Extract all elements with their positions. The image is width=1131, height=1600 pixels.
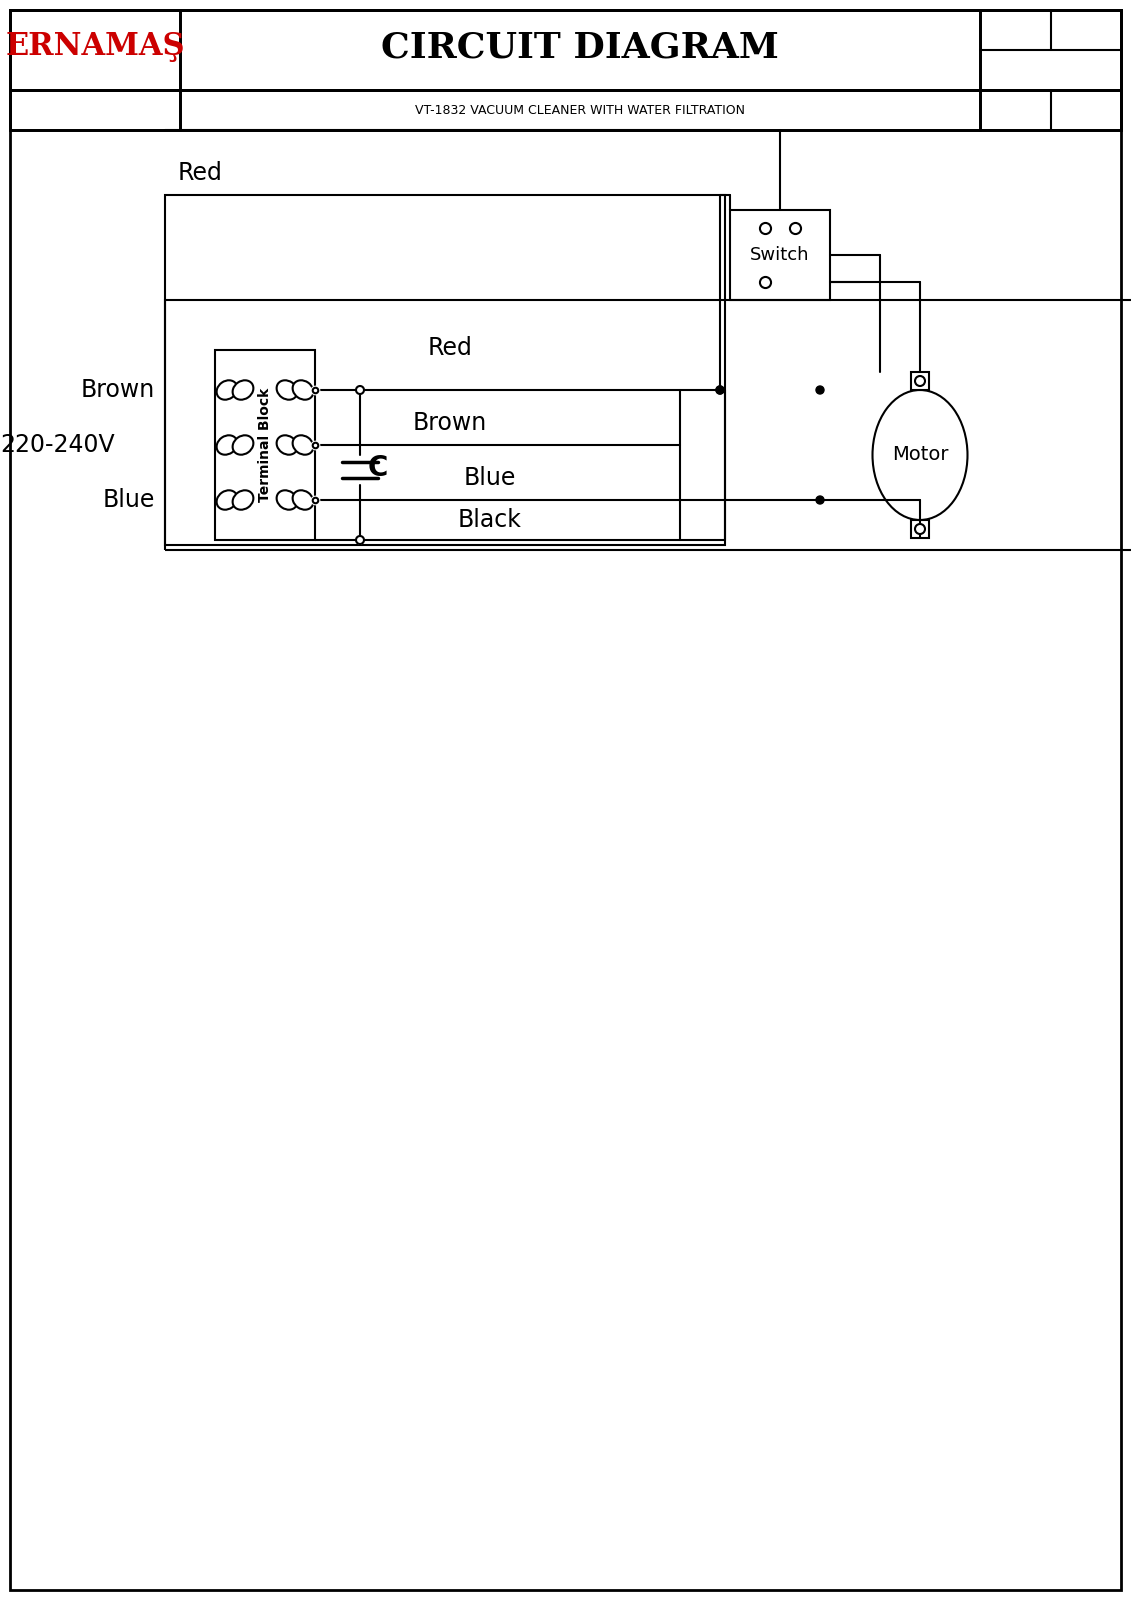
Bar — [910, 520, 929, 538]
Ellipse shape — [233, 435, 253, 454]
Ellipse shape — [277, 435, 297, 454]
Ellipse shape — [233, 381, 253, 400]
Circle shape — [356, 386, 364, 394]
Bar — [165, 301, 1131, 550]
Text: Blue: Blue — [103, 488, 155, 512]
Bar — [180, 10, 979, 90]
Circle shape — [915, 525, 925, 534]
Ellipse shape — [233, 490, 253, 510]
Text: Motor: Motor — [891, 445, 948, 464]
Bar — [10, 90, 180, 130]
Bar — [180, 90, 979, 130]
Text: 220-240V: 220-240V — [0, 434, 115, 458]
Bar — [10, 10, 1121, 90]
Text: Blue: Blue — [464, 466, 516, 490]
Ellipse shape — [217, 381, 238, 400]
Ellipse shape — [217, 490, 238, 510]
Circle shape — [716, 386, 724, 394]
Bar — [979, 90, 1121, 130]
Text: CIRCUIT DIAGRAM: CIRCUIT DIAGRAM — [381, 30, 779, 64]
Circle shape — [356, 536, 364, 544]
Ellipse shape — [872, 390, 967, 520]
Text: VT-1832 VACUUM CLEANER WITH WATER FILTRATION: VT-1832 VACUUM CLEANER WITH WATER FILTRA… — [415, 104, 745, 117]
Text: C: C — [368, 454, 388, 482]
Text: ERNAMAŞ: ERNAMAŞ — [6, 32, 184, 62]
Ellipse shape — [293, 435, 313, 454]
Text: Terminal Block: Terminal Block — [258, 387, 271, 502]
Ellipse shape — [277, 490, 297, 510]
Circle shape — [716, 386, 724, 394]
Text: Red: Red — [178, 162, 223, 186]
Ellipse shape — [277, 381, 297, 400]
Text: Brown: Brown — [80, 378, 155, 402]
Bar — [215, 350, 316, 541]
Bar — [165, 195, 725, 546]
Text: Brown: Brown — [413, 411, 487, 435]
Ellipse shape — [293, 490, 313, 510]
Text: Switch: Switch — [750, 246, 810, 264]
Bar — [10, 10, 180, 90]
Circle shape — [815, 496, 824, 504]
Bar — [910, 371, 929, 390]
Text: Black: Black — [458, 509, 521, 531]
Text: Red: Red — [428, 336, 473, 360]
Circle shape — [915, 376, 925, 386]
Bar — [729, 210, 830, 301]
Bar — [979, 10, 1121, 90]
Ellipse shape — [217, 435, 238, 454]
Ellipse shape — [293, 381, 313, 400]
Circle shape — [815, 386, 824, 394]
Bar — [10, 90, 1121, 130]
